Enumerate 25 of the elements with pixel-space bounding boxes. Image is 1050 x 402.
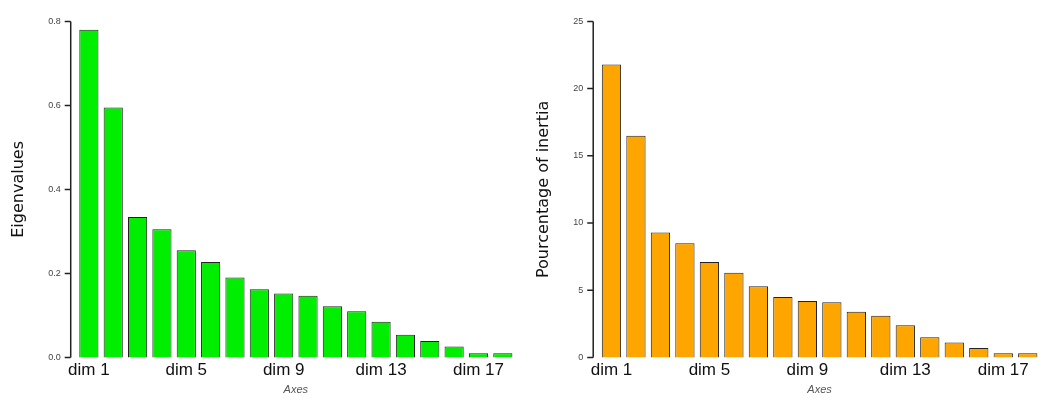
y-tick-label: 20 [573,83,584,94]
x-axis-title: Axes [806,383,833,396]
y-tick-label: 15 [573,150,584,161]
x-tick-label: dim 13 [355,360,407,380]
x-tick-label: dim 5 [165,360,208,380]
x-tick-label: dim 17 [452,360,504,380]
y-axis-title: Eigenvalues [7,141,27,238]
y-tick-label: 0.0 [48,351,61,362]
x-tick-label: dim 5 [688,360,731,380]
x-axis-title: Axes [282,383,309,396]
y-tick-label: 0.2 [48,267,61,278]
x-tick-label: dim 9 [262,360,305,380]
x-tick-label: dim 17 [977,360,1029,380]
x-tick-label: dim 9 [786,360,829,380]
y-tick-label: 0 [578,351,584,362]
y-tick-label: 10 [573,217,584,228]
y-tick-label: 0.4 [48,183,61,194]
y-tick-label: 0.8 [48,15,61,26]
y-axis-title: Pourcentage of inertia [532,100,552,279]
y-tick-label: 25 [573,15,584,26]
x-tick-label: dim 1 [68,360,110,380]
y-tick-label: 5 [578,284,584,295]
x-tick-label: dim 13 [879,360,931,380]
y-tick-label: 0.6 [48,99,61,110]
x-tick-label: dim 1 [590,360,633,380]
